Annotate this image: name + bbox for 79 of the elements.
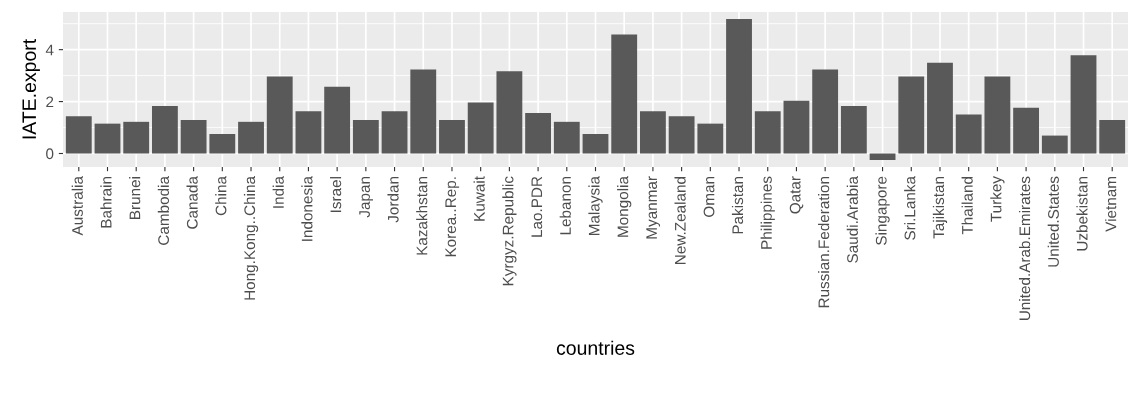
bar bbox=[180, 120, 207, 154]
x-tick-label: India bbox=[272, 176, 284, 208]
bar bbox=[869, 153, 896, 160]
x-tick-label: Kuwait bbox=[473, 176, 485, 221]
bar bbox=[324, 86, 351, 154]
bar bbox=[496, 71, 523, 154]
bar bbox=[1070, 55, 1097, 154]
bar bbox=[668, 116, 695, 154]
bar bbox=[123, 121, 150, 154]
x-tick-label: Tajikistan bbox=[932, 177, 948, 239]
bar bbox=[65, 116, 92, 154]
x-tick-label: Hong.Kong..China bbox=[243, 176, 259, 300]
bar bbox=[812, 69, 839, 154]
bar bbox=[352, 120, 379, 154]
x-tick-label: Pakistan bbox=[731, 177, 744, 234]
x-axis-title: countries bbox=[556, 340, 635, 355]
bar bbox=[1013, 107, 1040, 154]
x-tick-label: Qatar bbox=[789, 176, 804, 214]
bar bbox=[783, 100, 810, 154]
x-tick-label: Kyrgyz.Republic bbox=[502, 176, 517, 286]
x-tick-label: Kazakhstan bbox=[416, 177, 428, 255]
x-tick-label: Japan bbox=[359, 177, 373, 218]
bar bbox=[927, 62, 953, 154]
bar bbox=[697, 123, 724, 154]
bar bbox=[266, 76, 293, 154]
x-tick-label: Saudi.Arabia bbox=[846, 176, 858, 263]
x-tick-label: New.Zealand bbox=[674, 177, 686, 264]
x-tick-label: Singapore bbox=[875, 176, 890, 245]
x-tick-label: Lao.PDR bbox=[531, 176, 543, 237]
bar bbox=[611, 34, 638, 154]
x-tick-label: Australia bbox=[71, 176, 83, 236]
x-tick-label: Philippines bbox=[760, 176, 775, 249]
bar bbox=[1099, 120, 1126, 154]
bar bbox=[754, 111, 781, 154]
bar bbox=[439, 120, 465, 154]
bar bbox=[582, 134, 609, 154]
bar bbox=[151, 105, 178, 154]
bar bbox=[898, 76, 925, 154]
y-axis-title: IATE.export bbox=[22, 39, 40, 139]
x-tick-label: Vietnam bbox=[1105, 177, 1117, 232]
bar bbox=[295, 111, 322, 154]
bar bbox=[639, 111, 666, 154]
bar bbox=[467, 102, 494, 154]
x-tick-label: Cambodia bbox=[157, 176, 170, 245]
x-tick-label: Indonesia bbox=[301, 176, 313, 241]
bar bbox=[955, 114, 982, 154]
x-tick-label: Canada bbox=[186, 176, 198, 229]
bar bbox=[525, 113, 552, 154]
x-tick-label: United.States bbox=[1047, 176, 1059, 267]
bar bbox=[381, 111, 408, 154]
x-tick-label: Jordan bbox=[387, 177, 399, 223]
x-tick-label: Myanmar bbox=[646, 176, 661, 239]
bar bbox=[553, 121, 580, 154]
x-tick-label: Uzbekistan bbox=[1076, 177, 1088, 251]
x-tick-label: Bahrain bbox=[100, 177, 112, 228]
x-tick-label: Russian.Federation bbox=[818, 177, 830, 308]
y-tick-label: 2 bbox=[46, 96, 54, 108]
bar bbox=[840, 105, 867, 154]
bar bbox=[209, 134, 236, 154]
bar bbox=[94, 123, 121, 154]
x-tick-label: Lebanon bbox=[559, 177, 571, 235]
bar bbox=[726, 19, 752, 154]
x-tick-label: United.Arab.Emirates bbox=[1018, 176, 1031, 321]
x-tick-label: China bbox=[215, 176, 227, 216]
bar bbox=[984, 76, 1011, 154]
x-tick-label: Thailand bbox=[961, 177, 973, 235]
y-tick-label: 4 bbox=[45, 44, 54, 56]
bar bbox=[238, 121, 264, 154]
x-tick-label: Brunei bbox=[129, 177, 141, 219]
x-tick-label: Oman bbox=[703, 177, 715, 217]
x-tick-label: Turkey bbox=[990, 176, 1005, 222]
bar bbox=[1041, 135, 1068, 154]
x-tick-label: Israel bbox=[330, 177, 342, 212]
x-tick-label: Mongolia bbox=[617, 176, 632, 237]
x-tick-label: Malaysia bbox=[588, 176, 603, 236]
x-tick-label: Korea..Rep. bbox=[445, 177, 460, 257]
y-tick-label: 0 bbox=[46, 148, 54, 160]
x-tick-label: Sri.Lanka bbox=[904, 176, 916, 240]
bar bbox=[410, 69, 437, 154]
